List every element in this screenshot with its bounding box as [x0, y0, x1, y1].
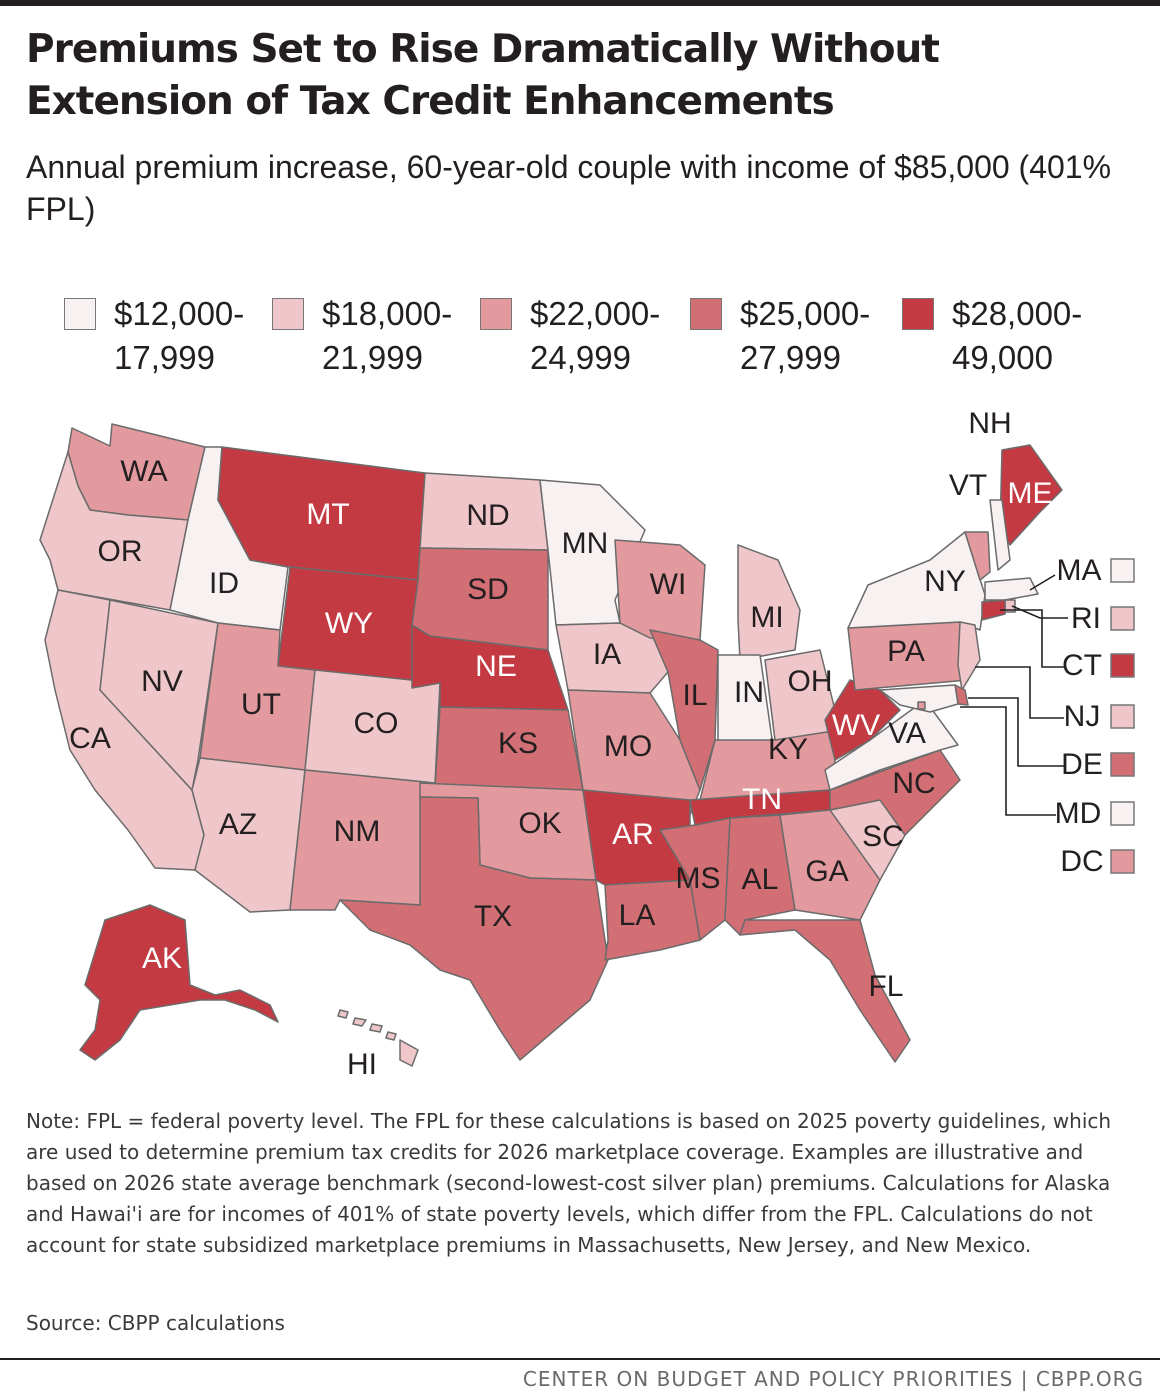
state-label-id: ID: [209, 567, 239, 600]
state-label-ne: NE: [475, 650, 517, 683]
legend-swatch: [64, 298, 96, 330]
state-mi: [737, 544, 801, 661]
state-label-ks: KS: [498, 727, 538, 760]
state-label-co: CO: [354, 707, 399, 740]
state-label-ak: AK: [142, 942, 182, 975]
label-leader-line: [1000, 609, 1064, 668]
legend-label: $22,000- 24,999: [530, 295, 661, 376]
state-dc: [917, 701, 926, 710]
state-label-tx: TX: [474, 900, 512, 933]
state-label-ca: CA: [69, 722, 111, 755]
state-label-mo: MO: [604, 730, 652, 763]
state-label-vt: VT: [949, 469, 987, 502]
state-ma: [984, 577, 1039, 601]
state-label-or: OR: [98, 535, 143, 568]
state-hi: [337, 1009, 419, 1067]
state-va: [824, 699, 959, 791]
small-state-swatch-ma: [1110, 558, 1135, 583]
state-label-ut: UT: [241, 688, 281, 721]
state-label-wv: WV: [832, 709, 880, 742]
state-label-wi: WI: [650, 568, 687, 601]
label-leader-line: [1011, 605, 1068, 619]
state-label-md: MD: [1055, 797, 1102, 830]
state-label-nv: NV: [141, 665, 183, 698]
top-rule: [0, 0, 1160, 6]
state-label-nh: NH: [968, 407, 1011, 440]
state-label-ar: AR: [612, 818, 654, 851]
state-label-sc: SC: [862, 820, 904, 853]
bottom-rule: [0, 1358, 1160, 1360]
state-tx: [339, 796, 609, 1061]
state-ak: [79, 904, 279, 1061]
state-ga: [779, 809, 881, 921]
state-label-nm: NM: [334, 815, 381, 848]
state-nj: [957, 621, 981, 691]
state-label-mt: MT: [306, 498, 349, 531]
state-label-hi: HI: [347, 1048, 377, 1081]
legend-label: $25,000- 27,999: [740, 295, 871, 376]
state-label-fl: FL: [868, 970, 903, 1003]
chart-title: Premiums Set to Rise Dramatically Withou…: [26, 27, 940, 124]
state-label-nd: ND: [466, 499, 509, 532]
small-state-swatch-ct: [1110, 653, 1135, 678]
state-label-al: AL: [742, 863, 779, 896]
legend-swatch: [690, 298, 722, 330]
state-label-az: AZ: [219, 808, 257, 841]
state-label-in: IN: [734, 676, 764, 709]
state-label-ok: OK: [518, 807, 561, 840]
state-label-ky: KY: [768, 733, 808, 766]
state-label-il: IL: [682, 679, 707, 712]
state-label-ia: IA: [593, 638, 621, 671]
state-label-mn: MN: [562, 527, 609, 560]
state-md: [879, 684, 959, 713]
source-text: Source: CBPP calculations: [26, 1311, 285, 1335]
state-label-pa: PA: [887, 635, 925, 668]
state-label-mi: MI: [750, 601, 783, 634]
us-map: WA OR CA NV ID MT WY UT AZ CO NM ND SD NE KS OK TX MN IA MO…: [39, 407, 1135, 1081]
state-il: [649, 629, 719, 791]
state-label-ri: RI: [1071, 602, 1101, 635]
legend-swatch: [480, 298, 512, 330]
state-wv: [824, 679, 901, 761]
state-label-nj: NJ: [1064, 700, 1101, 733]
legend-label: $18,000- 21,999: [322, 295, 453, 376]
state-label-me: ME: [1008, 477, 1053, 510]
state-label-oh: OH: [788, 665, 833, 698]
state-label-dc: DC: [1060, 845, 1103, 878]
label-leader-line: [1029, 574, 1056, 591]
chart-subtitle: Annual premium increase, 60-year-old cou…: [26, 149, 1112, 227]
state-label-wy: WY: [325, 607, 373, 640]
state-label-la: LA: [619, 899, 656, 932]
state-label-ms: MS: [676, 862, 721, 895]
state-label-ct: CT: [1062, 649, 1102, 682]
legend-swatch: [902, 298, 934, 330]
label-leader-line: [968, 697, 1064, 767]
state-fl: [739, 919, 911, 1063]
legend-swatch: [272, 298, 304, 330]
label-leader-line: [960, 706, 1056, 816]
state-label-ny: NY: [924, 565, 966, 598]
state-label-va: VA: [888, 717, 926, 750]
label-leader-line: [975, 666, 1064, 719]
small-state-swatch-ri: [1110, 606, 1135, 631]
footer-credit: CENTER ON BUDGET AND POLICY PRIORITIES |…: [522, 1367, 1144, 1391]
state-label-sd: SD: [467, 573, 509, 606]
state-label-ma: MA: [1057, 554, 1102, 587]
state-vt: [964, 531, 991, 581]
state-nh: [989, 499, 1011, 571]
state-ct: [981, 599, 1006, 621]
small-state-swatch-de: [1110, 752, 1135, 777]
small-state-swatch-nj: [1110, 704, 1135, 729]
note-text: Note: FPL = federal poverty level. The F…: [26, 1109, 1112, 1257]
small-state-swatch-md: [1110, 801, 1135, 826]
small-state-swatch-dc: [1110, 849, 1135, 874]
state-label-tn: TN: [742, 783, 782, 816]
legend-label: $12,000- 17,999: [114, 295, 245, 376]
legend-label: $28,000- 49,000: [952, 295, 1083, 376]
state-label-nc: NC: [892, 767, 935, 800]
legend: $12,000- 17,999 $18,000- 21,999 $22,000- 24…: [64, 292, 1144, 382]
state-label-ga: GA: [805, 855, 848, 888]
state-label-wa: WA: [120, 455, 167, 488]
state-label-de: DE: [1061, 748, 1103, 781]
